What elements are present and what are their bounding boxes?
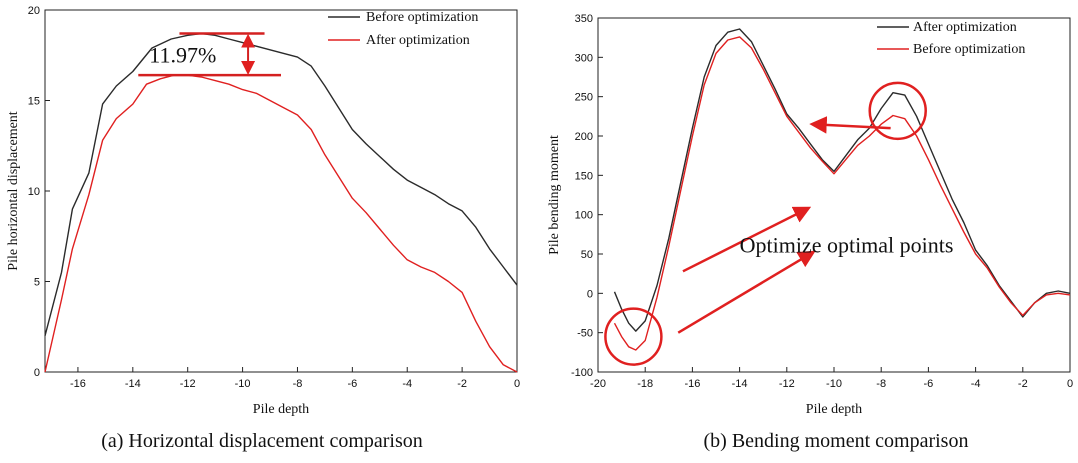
y-tick-label: 150 bbox=[575, 170, 593, 182]
panel-a-horizontal-displacement: -16 -14 -12 -10 -8 -6 -4 -2 0 0 5 10 15 20 Before op… bbox=[6, 5, 520, 452]
legend-label: After optimization bbox=[366, 33, 470, 48]
y-tick-label: 20 bbox=[28, 5, 40, 17]
panel-b-legend: After optimization Before optimization bbox=[877, 20, 1025, 57]
y-tick-label: 200 bbox=[575, 131, 593, 143]
panel-b-annotations: Optimize optimal points bbox=[604, 81, 954, 366]
highlight-circle bbox=[604, 307, 663, 366]
panel-a-series-lines bbox=[44, 32, 518, 373]
panel-b-plot-frame bbox=[597, 17, 1071, 373]
x-tick-label: -10 bbox=[235, 378, 251, 390]
panel-b-series-lines bbox=[613, 28, 1071, 351]
annotation-arrow bbox=[682, 206, 812, 273]
panel-b-x-axis-label: Pile depth bbox=[806, 402, 862, 417]
panel-a-y-axis-label: Pile horizontal displacement bbox=[6, 111, 21, 271]
annotation-arrow bbox=[809, 116, 891, 134]
optimal-points-label: Optimize optimal points bbox=[740, 232, 954, 257]
x-tick-label: -6 bbox=[347, 378, 357, 390]
x-tick-label: -8 bbox=[876, 378, 886, 390]
y-tick-label: 300 bbox=[575, 52, 593, 64]
series-line-after-optimization bbox=[44, 74, 518, 373]
annotation-arrow bbox=[677, 250, 816, 334]
series-line-before-optimization bbox=[613, 36, 1071, 351]
y-tick-label: 0 bbox=[34, 367, 40, 379]
series-line-before-optimization bbox=[44, 32, 518, 336]
x-tick-label: 0 bbox=[514, 378, 520, 390]
legend-label: Before optimization bbox=[366, 10, 478, 25]
x-tick-label: -16 bbox=[70, 378, 86, 390]
legend-label: After optimization bbox=[913, 20, 1017, 35]
y-tick-label: 350 bbox=[575, 13, 593, 25]
panel-b-caption: (b) Bending moment comparison bbox=[704, 430, 969, 452]
x-tick-label: -10 bbox=[826, 378, 842, 390]
x-tick-label: -4 bbox=[402, 378, 412, 390]
y-tick-label: 50 bbox=[581, 249, 593, 261]
y-tick-label: 0 bbox=[587, 288, 593, 300]
panel-a-x-ticks: -16 -14 -12 -10 -8 -6 -4 -2 0 bbox=[70, 367, 520, 390]
y-tick-label: 5 bbox=[34, 277, 40, 289]
x-tick-label: -2 bbox=[1018, 378, 1028, 390]
y-tick-label: -100 bbox=[571, 367, 593, 379]
gap-percentage-label: 11.97% bbox=[149, 42, 216, 67]
panel-a-y-ticks: 0 5 10 15 20 bbox=[28, 5, 50, 379]
x-tick-label: -18 bbox=[637, 378, 653, 390]
x-tick-label: -4 bbox=[971, 378, 981, 390]
panel-a-legend: Before optimization After optimization bbox=[328, 10, 478, 48]
panel-a-annotations: 11.97% bbox=[138, 32, 281, 77]
series-line-after-optimization bbox=[613, 28, 1071, 332]
x-tick-label: -12 bbox=[180, 378, 196, 390]
x-tick-label: 0 bbox=[1067, 378, 1073, 390]
panel-a-x-axis-label: Pile depth bbox=[253, 402, 309, 417]
y-tick-label: 100 bbox=[575, 210, 593, 222]
highlight-circle bbox=[868, 81, 927, 141]
panel-a-plot-frame bbox=[44, 9, 518, 373]
y-tick-label: -50 bbox=[577, 328, 593, 340]
panel-b-y-axis-label: Pile bending moment bbox=[547, 135, 562, 255]
panel-b-bending-moment: -20 -18 -16 -14 -12 -10 -8 -6 -4 -2 0 -100-5005010… bbox=[547, 13, 1073, 452]
panel-b-y-ticks: -100 -50 0 50 100 150 200 250 300 350 bbox=[571, 13, 603, 379]
x-tick-label: -14 bbox=[732, 378, 748, 390]
x-tick-label: -14 bbox=[125, 378, 141, 390]
legend-label: Before optimization bbox=[913, 42, 1025, 57]
panel-a-caption: (a) Horizontal displacement comparison bbox=[101, 430, 423, 452]
y-tick-label: 15 bbox=[28, 96, 40, 108]
x-tick-label: -8 bbox=[293, 378, 303, 390]
y-tick-label: 10 bbox=[28, 186, 40, 198]
x-tick-label: -2 bbox=[457, 378, 467, 390]
x-tick-label: -12 bbox=[779, 378, 795, 390]
y-tick-label: 250 bbox=[575, 92, 593, 104]
x-tick-label: -20 bbox=[590, 378, 606, 390]
panel-b-x-ticks: -20 -18 -16 -14 -12 -10 -8 -6 -4 -2 0 bbox=[590, 367, 1073, 390]
x-tick-label: -6 bbox=[924, 378, 934, 390]
x-tick-label: -16 bbox=[684, 378, 700, 390]
